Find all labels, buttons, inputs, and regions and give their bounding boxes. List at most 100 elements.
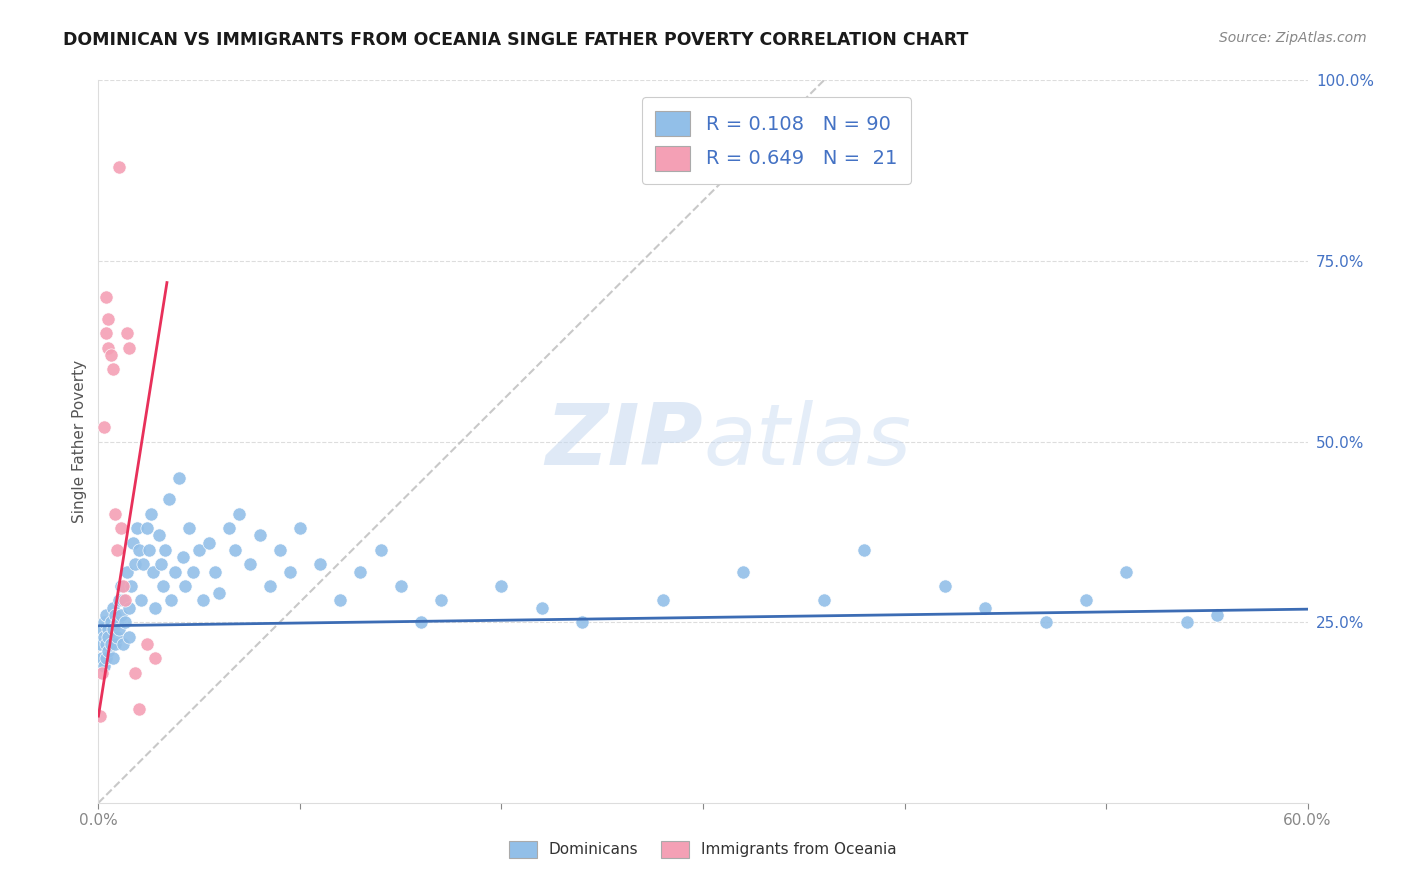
Point [110,579,132,593]
Point [93,420,115,434]
Point [111,593,134,607]
Point [409,615,432,630]
Point [91,623,114,637]
Point [118,600,141,615]
Point [110,607,132,622]
Point [530,600,553,615]
Point [91,665,114,680]
Legend: Dominicans, Immigrants from Oceania: Dominicans, Immigrants from Oceania [503,835,903,863]
Point [733,565,755,579]
Point [121,535,143,549]
Point [107,623,129,637]
Point [115,565,138,579]
Text: Source: ZipAtlas.com: Source: ZipAtlas.com [1219,31,1367,45]
Point [813,593,835,607]
Point [853,542,876,557]
Point [97,630,120,644]
Point [160,593,183,607]
Point [97,341,120,355]
Text: atlas: atlas [703,400,911,483]
Point [193,593,215,607]
Point [228,507,250,521]
Point [110,521,132,535]
Point [105,542,128,557]
Point [208,586,231,600]
Point [224,542,246,557]
Point [96,326,118,340]
Point [181,565,204,579]
Point [128,702,150,716]
Point [96,607,118,622]
Point [129,593,152,607]
Point [149,558,172,572]
Point [172,550,194,565]
Point [111,637,134,651]
Point [107,160,129,174]
Point [93,630,115,644]
Point [89,709,111,723]
Point [259,579,281,593]
Point [174,579,197,593]
Point [239,558,262,572]
Point [100,615,122,630]
Point [111,579,134,593]
Point [249,528,271,542]
Point [1035,615,1057,630]
Y-axis label: Single Father Poverty: Single Father Poverty [72,360,87,523]
Point [100,637,122,651]
Point [148,528,170,542]
Point [138,542,160,557]
Point [167,470,190,484]
Point [97,644,120,658]
Point [97,311,120,326]
Point [152,579,174,593]
Point [93,615,115,630]
Point [143,651,166,665]
Point [118,341,141,355]
Point [179,521,201,535]
Point [101,651,124,665]
Point [128,542,150,557]
Point [107,593,129,607]
Point [1115,565,1137,579]
Point [349,565,371,579]
Point [163,565,186,579]
Point [198,535,221,549]
Point [188,542,211,557]
Point [204,565,226,579]
Point [288,521,311,535]
Point [120,579,142,593]
Point [389,579,412,593]
Point [105,630,128,644]
Point [1074,593,1097,607]
Point [132,558,155,572]
Point [96,290,118,304]
Point [974,600,997,615]
Point [115,326,138,340]
Point [309,558,332,572]
Point [103,637,125,651]
Point [96,651,118,665]
Point [103,607,125,622]
Point [118,630,141,644]
Point [278,565,301,579]
Point [93,658,115,673]
Point [114,615,136,630]
Point [101,362,124,376]
Point [125,521,148,535]
Text: ZIP: ZIP [546,400,703,483]
Point [491,579,513,593]
Point [139,507,162,521]
Point [143,600,166,615]
Point [101,623,124,637]
Point [218,521,240,535]
Point [430,593,453,607]
Text: DOMINICAN VS IMMIGRANTS FROM OCEANIA SINGLE FATHER POVERTY CORRELATION CHART: DOMINICAN VS IMMIGRANTS FROM OCEANIA SIN… [63,31,969,49]
Point [329,593,352,607]
Point [105,615,128,630]
Point [91,651,114,665]
Point [1206,607,1229,622]
Point [157,492,180,507]
Point [114,593,136,607]
Point [934,579,956,593]
